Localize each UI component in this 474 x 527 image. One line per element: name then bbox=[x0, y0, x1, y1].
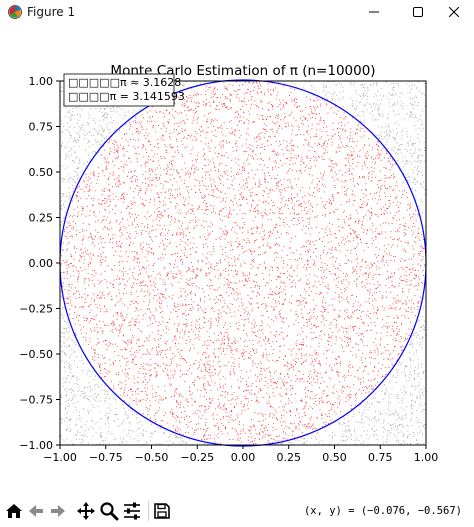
x-tick-label: −0.25 bbox=[180, 451, 214, 464]
back-button[interactable] bbox=[26, 501, 46, 521]
x-tick-label: 1.00 bbox=[414, 451, 439, 464]
y-axis: 1.00 0.75 0.50 0.25 0.00 −0.25 −0.50 −0.75 −1.00 bbox=[19, 75, 60, 452]
x-tick-label: −0.75 bbox=[89, 451, 123, 464]
maximize-icon bbox=[413, 7, 423, 17]
annotation-estimate: □□□□□π ≈ 3.1628 bbox=[68, 76, 181, 89]
close-button[interactable] bbox=[434, 0, 474, 24]
x-axis: −1.00 −0.75 −0.50 −0.25 0.00 0.25 0.50 0.75 1.00 bbox=[43, 445, 438, 464]
y-tick-label: −0.50 bbox=[19, 348, 53, 361]
annotation-true-pi: □□□□π = 3.141593 bbox=[68, 90, 185, 103]
y-tick-label: −0.75 bbox=[19, 394, 53, 407]
cursor-coordinates: (x, y) = (−0.076, −0.567) bbox=[303, 505, 462, 517]
chart-title: Monte Carlo Estimation of π (n=10000) bbox=[110, 63, 375, 79]
maximize-button[interactable] bbox=[398, 0, 438, 24]
pan-button[interactable] bbox=[76, 501, 96, 521]
x-tick-label: −0.50 bbox=[135, 451, 169, 464]
navigation-toolbar: (x, y) = (−0.076, −0.567) bbox=[0, 495, 474, 527]
minimize-button[interactable] bbox=[354, 0, 394, 24]
x-tick-label: 0.00 bbox=[231, 451, 256, 464]
zoom-button[interactable] bbox=[99, 501, 119, 521]
y-tick-label: 0.00 bbox=[29, 257, 54, 270]
toolbar-separator bbox=[148, 501, 149, 521]
forward-button[interactable] bbox=[48, 501, 68, 521]
figure-canvas[interactable]: −1.00 −0.75 −0.50 −0.25 0.00 0.25 0.50 0.75 1.00… bbox=[0, 24, 474, 495]
title-bar: Figure 1 bbox=[0, 0, 474, 25]
annotation-background bbox=[63, 73, 175, 107]
x-tick-label: 0.25 bbox=[277, 451, 302, 464]
scatter-plot[interactable]: −1.00 −0.75 −0.50 −0.25 0.00 0.25 0.50 0.75 1.00… bbox=[0, 24, 474, 495]
configure-subplots-button[interactable] bbox=[122, 501, 142, 521]
close-icon bbox=[449, 7, 459, 17]
magnifier-icon bbox=[100, 502, 119, 521]
y-tick-label: −1.00 bbox=[19, 439, 53, 452]
y-tick-label: 0.25 bbox=[29, 212, 54, 225]
y-tick-label: 1.00 bbox=[29, 75, 54, 88]
window-title: Figure 1 bbox=[27, 5, 76, 19]
home-icon bbox=[6, 504, 22, 518]
minimize-icon bbox=[369, 11, 379, 13]
matplotlib-figure-icon bbox=[8, 5, 22, 19]
x-tick-label: −1.00 bbox=[43, 451, 77, 464]
move-icon bbox=[77, 502, 95, 520]
y-tick-label: −0.25 bbox=[19, 303, 53, 316]
floppy-disk-icon bbox=[154, 503, 170, 519]
x-tick-label: 0.75 bbox=[368, 451, 393, 464]
save-button[interactable] bbox=[152, 501, 172, 521]
y-tick-label: 0.50 bbox=[29, 166, 54, 179]
home-button[interactable] bbox=[4, 501, 24, 521]
arrow-right-icon bbox=[51, 505, 65, 517]
y-tick-label: 0.75 bbox=[29, 121, 54, 134]
arrow-left-icon bbox=[29, 505, 43, 517]
x-tick-label: 0.50 bbox=[322, 451, 347, 464]
annotation-box: □□□□□π ≈ 3.1628 □□□□π = 3.141593 bbox=[63, 73, 185, 107]
sliders-icon bbox=[124, 502, 140, 520]
